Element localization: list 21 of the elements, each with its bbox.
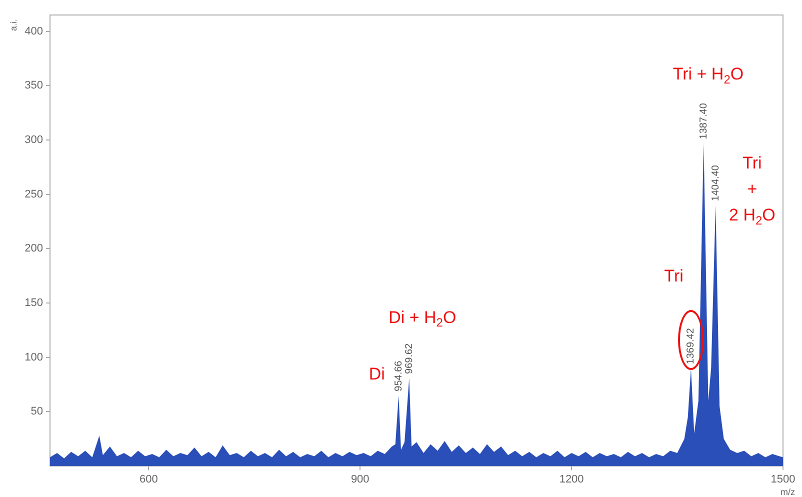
- x-tick-label: 1200: [559, 474, 584, 486]
- x-tick-label: 600: [139, 474, 158, 486]
- annotation: 1404.40: [710, 164, 722, 202]
- y-tick-label: 350: [24, 80, 43, 92]
- annotation: 1387.40: [698, 102, 710, 140]
- x-axis-title: m/z: [780, 486, 796, 497]
- x-tick-label: 1500: [770, 474, 796, 486]
- y-tick-label: 50: [30, 406, 43, 418]
- x-tick-label: 900: [350, 474, 370, 486]
- y-tick-label: 100: [24, 351, 43, 364]
- y-tick-label: 200: [24, 242, 43, 255]
- annotation: Tri: [664, 266, 684, 286]
- y-tick-label: 250: [24, 188, 43, 200]
- annotation: 1369.42: [686, 328, 697, 364]
- annotation: Di: [368, 364, 385, 384]
- annotation: 969.62: [404, 342, 415, 374]
- annotation: 954.66: [393, 360, 404, 392]
- y-tick-label: 400: [24, 25, 43, 38]
- y-tick-label: 300: [24, 134, 43, 146]
- y-axis-title: a.i.: [8, 19, 18, 32]
- y-tick-label: 150: [24, 297, 43, 310]
